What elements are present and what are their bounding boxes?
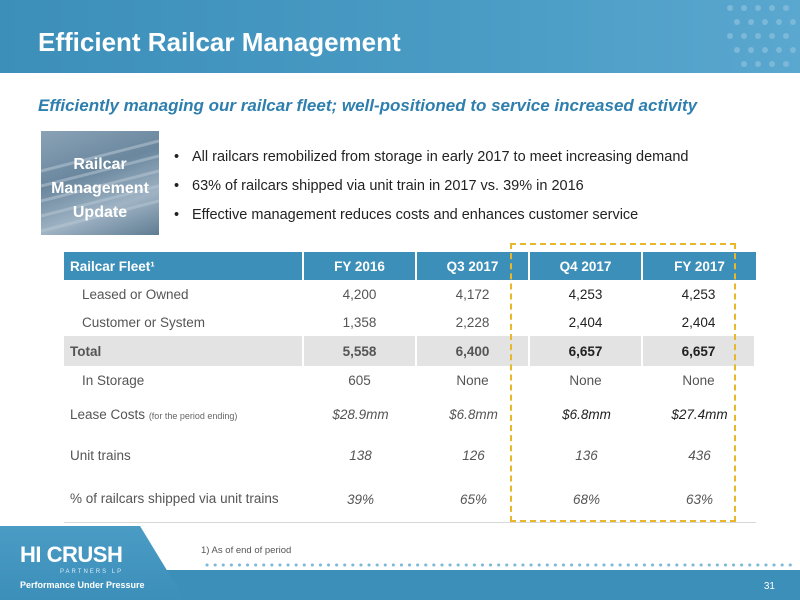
table-row-total: Total 5,558 6,400 6,657 6,657	[64, 336, 756, 366]
table-cell: 4,253	[530, 280, 643, 308]
railcar-background-icon	[41, 139, 159, 233]
header-bar: Efficient Railcar Management	[0, 0, 800, 73]
table-cell: 68%	[530, 476, 643, 523]
row-label: In Storage	[64, 366, 304, 394]
table-row: Leased or Owned 4,200 4,172 4,253 4,253	[64, 280, 756, 308]
table-row: % of railcars shipped via unit trains 39…	[64, 476, 756, 523]
table-cell: 2,404	[530, 308, 643, 336]
subtitle: Efficiently managing our railcar fleet; …	[38, 96, 698, 115]
table-cell: 138	[349, 447, 372, 463]
table-cell: 6,657	[643, 336, 756, 366]
bullet-icon: •	[174, 149, 180, 165]
row-label: Lease Costs (for the period ending)	[70, 406, 238, 422]
update-box-label: Railcar Management Update	[51, 156, 149, 221]
railcar-fleet-table: Railcar Fleet¹ FY 2016 Q3 2017 Q4 2017 F…	[64, 252, 756, 523]
table-cell: 5,558	[304, 336, 417, 366]
table-cell: $28.9mm	[332, 406, 389, 422]
bullet-item: • Effective management reduces costs and …	[174, 207, 639, 223]
page-number: 31	[763, 581, 775, 592]
table-cell: 126	[462, 447, 485, 463]
bullet-icon: •	[174, 207, 180, 223]
row-label: Total	[64, 336, 304, 366]
table-cell: 65%	[417, 476, 530, 523]
table-cell: 4,253	[643, 280, 756, 308]
table-row: Lease Costs (for the period ending) $28.…	[64, 394, 756, 434]
column-header: Railcar Fleet¹	[64, 252, 304, 280]
row-label-note: (for the period ending)	[148, 410, 238, 421]
row-label: Unit trains	[70, 447, 131, 463]
table-cell: 2,228	[417, 308, 530, 336]
table-cell: 4,172	[417, 280, 530, 308]
table-cell: $27.4mm	[671, 406, 728, 422]
decorative-dot-line-icon	[205, 563, 795, 567]
table-cell: $6.8mm	[449, 406, 498, 422]
company-tagline: Performance Under Pressure	[20, 580, 145, 590]
table-row: In Storage 605 None None None	[64, 366, 756, 394]
column-header: FY 2017	[643, 252, 756, 280]
row-label: Leased or Owned	[64, 280, 304, 308]
highlight-box	[510, 243, 736, 522]
table-cell: $6.8mm	[562, 406, 611, 422]
company-logo-subtext: PARTNERS LP	[60, 569, 124, 575]
table-cell: 436	[688, 447, 711, 463]
table-cell: 4,200	[304, 280, 417, 308]
page-title: Efficient Railcar Management	[38, 27, 401, 57]
table-row: Customer or System 1,358 2,228 2,404 2,4…	[64, 308, 756, 336]
table-cell: None	[417, 366, 530, 394]
bullet-item: • All railcars remobilized from storage i…	[174, 149, 689, 165]
row-label: % of railcars shipped via unit trains	[64, 476, 304, 523]
table-cell: 39%	[304, 476, 417, 523]
bullet-list: • All railcars remobilized from storage i…	[172, 147, 688, 234]
table-cell: 6,657	[530, 336, 643, 366]
row-label: Customer or System	[64, 308, 304, 336]
footnote: 1) As of end of period	[201, 545, 292, 556]
table-row: Unit trains 138 126 136 436	[64, 434, 756, 476]
column-header: Q4 2017	[530, 252, 643, 280]
table-cell: 136	[575, 447, 598, 463]
table-cell: 63%	[643, 476, 756, 523]
table-cell: 2,404	[643, 308, 756, 336]
table-cell: None	[643, 366, 756, 394]
table-cell: 1,358	[304, 308, 417, 336]
railcar-update-box: Railcar Management Update	[41, 131, 159, 235]
bullet-icon: •	[174, 178, 180, 194]
bullet-item: • 63% of railcars shipped via unit train …	[174, 178, 584, 194]
decorative-dots-icon	[727, 5, 796, 67]
table-cell: None	[530, 366, 643, 394]
company-logo: HI CRUSH	[20, 542, 123, 567]
column-header: FY 2016	[304, 252, 417, 280]
table-cell: 605	[304, 366, 417, 394]
